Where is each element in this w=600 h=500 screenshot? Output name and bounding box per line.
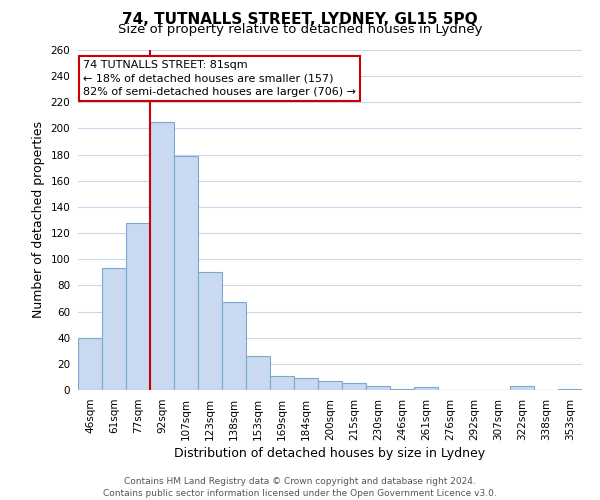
Bar	[102, 268, 126, 390]
Bar	[342, 384, 366, 390]
Bar	[78, 338, 102, 390]
Text: Contains HM Land Registry data © Crown copyright and database right 2024.
Contai: Contains HM Land Registry data © Crown c…	[103, 476, 497, 498]
Text: 74, TUTNALLS STREET, LYDNEY, GL15 5PQ: 74, TUTNALLS STREET, LYDNEY, GL15 5PQ	[122, 12, 478, 28]
Bar	[198, 272, 222, 390]
Bar	[222, 302, 246, 390]
Y-axis label: Number of detached properties: Number of detached properties	[32, 122, 45, 318]
Bar	[150, 122, 174, 390]
Bar	[414, 388, 438, 390]
Bar	[294, 378, 318, 390]
Bar	[390, 388, 414, 390]
Bar	[270, 376, 294, 390]
Bar	[318, 381, 342, 390]
Bar	[174, 156, 198, 390]
Bar	[246, 356, 270, 390]
Bar	[558, 388, 582, 390]
Bar	[126, 222, 150, 390]
Bar	[366, 386, 390, 390]
Bar	[510, 386, 534, 390]
Text: Size of property relative to detached houses in Lydney: Size of property relative to detached ho…	[118, 22, 482, 36]
X-axis label: Distribution of detached houses by size in Lydney: Distribution of detached houses by size …	[175, 446, 485, 460]
Text: 74 TUTNALLS STREET: 81sqm
← 18% of detached houses are smaller (157)
82% of semi: 74 TUTNALLS STREET: 81sqm ← 18% of detac…	[83, 60, 356, 96]
